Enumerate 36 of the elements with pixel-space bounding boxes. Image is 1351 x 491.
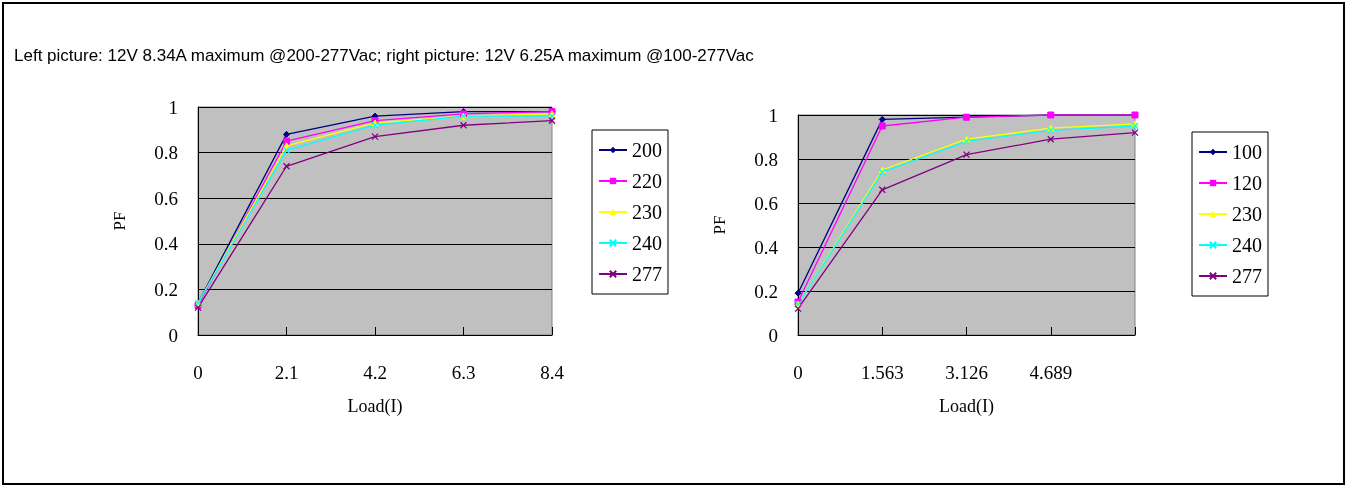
- legend-label: 120: [1232, 172, 1262, 194]
- y-tick-label: 0.4: [754, 236, 779, 258]
- y-tick-label: 0.2: [754, 280, 778, 302]
- y-tick-label: 0: [768, 324, 778, 346]
- x-axis-title: Load(I): [939, 396, 994, 417]
- x-tick-label: 2.1: [274, 362, 299, 383]
- legend-label: 277: [632, 263, 662, 285]
- x-tick-label: 6.3: [451, 362, 476, 383]
- y-tick-label: 0.6: [754, 192, 778, 214]
- y-tick-label: 0.4: [154, 233, 179, 255]
- legend-label: 220: [632, 170, 662, 192]
- y-axis-title: PF: [710, 215, 729, 235]
- y-tick-label: 0: [168, 324, 178, 346]
- legend-label: 230: [632, 201, 662, 223]
- x-tick-label: 3.126: [945, 362, 988, 383]
- legend-label: 277: [1232, 265, 1262, 287]
- y-tick-label: 1: [768, 104, 778, 126]
- legend-label: 240: [632, 232, 662, 254]
- x-tick-label: 8.4: [540, 362, 565, 383]
- x-tick-label: 4.2: [363, 362, 387, 383]
- y-tick-label: 0.8: [754, 148, 778, 170]
- legend-label: 200: [632, 139, 662, 161]
- y-tick-label: 0.2: [154, 278, 178, 300]
- chart-title: Left picture: 12V 8.34A maximum @200-277Vac; right picture: 12V 6.25A maximum @100-277Vac: [14, 46, 754, 66]
- legend-label: 100: [1232, 141, 1262, 163]
- x-tick-label: 0: [193, 362, 203, 383]
- x-tick-label: 0: [793, 362, 803, 383]
- y-tick-label: 1: [168, 96, 178, 118]
- x-tick-label: 1.563: [860, 362, 904, 383]
- x-axis-title: Load(I): [347, 396, 403, 417]
- legend-label: 230: [1232, 203, 1262, 225]
- y-tick-label: 0.6: [154, 187, 178, 209]
- x-tick-label: 4.689: [1029, 362, 1073, 383]
- y-tick-label: 0.8: [154, 142, 178, 164]
- y-axis-title: PF: [110, 211, 129, 231]
- legend-label: 240: [1232, 234, 1262, 256]
